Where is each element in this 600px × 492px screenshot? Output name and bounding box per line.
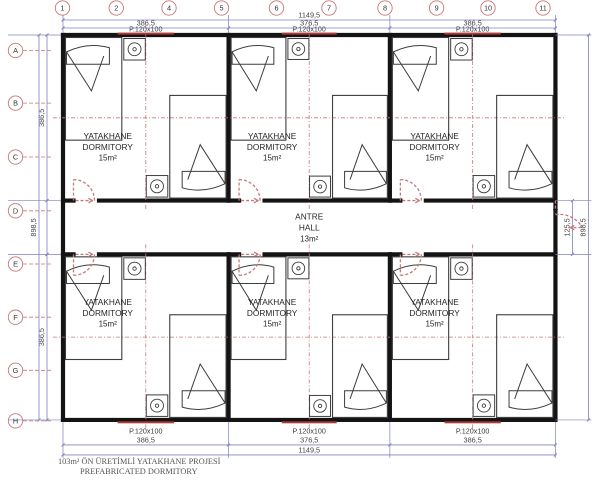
svg-text:386,5: 386,5 [464, 435, 482, 444]
svg-text:1149,5: 1149,5 [298, 445, 320, 454]
svg-text:YATAKHANE: YATAKHANE [248, 131, 297, 141]
svg-text:YATAKHANE: YATAKHANE [410, 131, 459, 141]
svg-text:15m²: 15m² [99, 153, 118, 162]
svg-text:103m² ÖN ÜRETİMLİ YATAKHANE PR: 103m² ÖN ÜRETİMLİ YATAKHANE PROJESİ [58, 457, 221, 466]
svg-text:DORMITORY: DORMITORY [409, 142, 460, 152]
svg-text:P.120x100: P.120x100 [456, 426, 489, 435]
svg-text:386,5: 386,5 [37, 109, 46, 127]
svg-text:386,5: 386,5 [37, 328, 46, 346]
svg-text:YATAKHANE: YATAKHANE [83, 131, 132, 141]
svg-text:DORMITORY: DORMITORY [409, 308, 460, 318]
svg-text:YATAKHANE: YATAKHANE [248, 297, 297, 307]
svg-text:15m²: 15m² [99, 320, 118, 329]
svg-text:2: 2 [114, 4, 118, 13]
svg-text:DORMITORY: DORMITORY [83, 308, 134, 318]
svg-text:376,5: 376,5 [300, 435, 318, 444]
svg-text:9: 9 [435, 4, 439, 13]
svg-text:D: D [13, 206, 18, 215]
svg-text:10: 10 [484, 4, 492, 13]
svg-text:F: F [13, 313, 18, 322]
svg-text:898,5: 898,5 [29, 218, 38, 236]
svg-text:DORMITORY: DORMITORY [247, 308, 298, 318]
svg-text:P.120x100: P.120x100 [129, 426, 162, 435]
svg-text:B: B [13, 99, 18, 108]
svg-text:7: 7 [327, 4, 331, 13]
svg-text:YATAKHANE: YATAKHANE [83, 297, 132, 307]
svg-text:386,5: 386,5 [137, 435, 155, 444]
svg-text:5: 5 [219, 4, 223, 13]
svg-text:E: E [13, 260, 18, 269]
svg-text:PREFABRICATED DORMITORY: PREFABRICATED DORMITORY [80, 467, 197, 476]
svg-text:A: A [13, 46, 18, 55]
svg-text:11: 11 [539, 4, 547, 13]
svg-text:C: C [13, 153, 18, 162]
svg-text:6: 6 [274, 4, 278, 13]
svg-text:DORMITORY: DORMITORY [83, 142, 134, 152]
svg-text:HALL: HALL [299, 222, 320, 232]
svg-text:DORMITORY: DORMITORY [247, 142, 298, 152]
svg-text:15m²: 15m² [425, 153, 444, 162]
svg-text:15m²: 15m² [425, 320, 444, 329]
svg-text:YATAKHANE: YATAKHANE [410, 297, 459, 307]
svg-text:P.120x100: P.120x100 [292, 426, 325, 435]
svg-text:1149,5: 1149,5 [298, 11, 320, 20]
svg-text:15m²: 15m² [263, 320, 282, 329]
svg-text:ANTRE: ANTRE [295, 211, 324, 221]
svg-text:13m²: 13m² [300, 234, 319, 243]
svg-text:G: G [13, 366, 19, 375]
svg-text:4: 4 [167, 4, 171, 13]
svg-text:1: 1 [60, 4, 64, 13]
svg-text:8: 8 [383, 4, 387, 13]
svg-text:15m²: 15m² [263, 153, 282, 162]
svg-text:H: H [13, 417, 18, 426]
